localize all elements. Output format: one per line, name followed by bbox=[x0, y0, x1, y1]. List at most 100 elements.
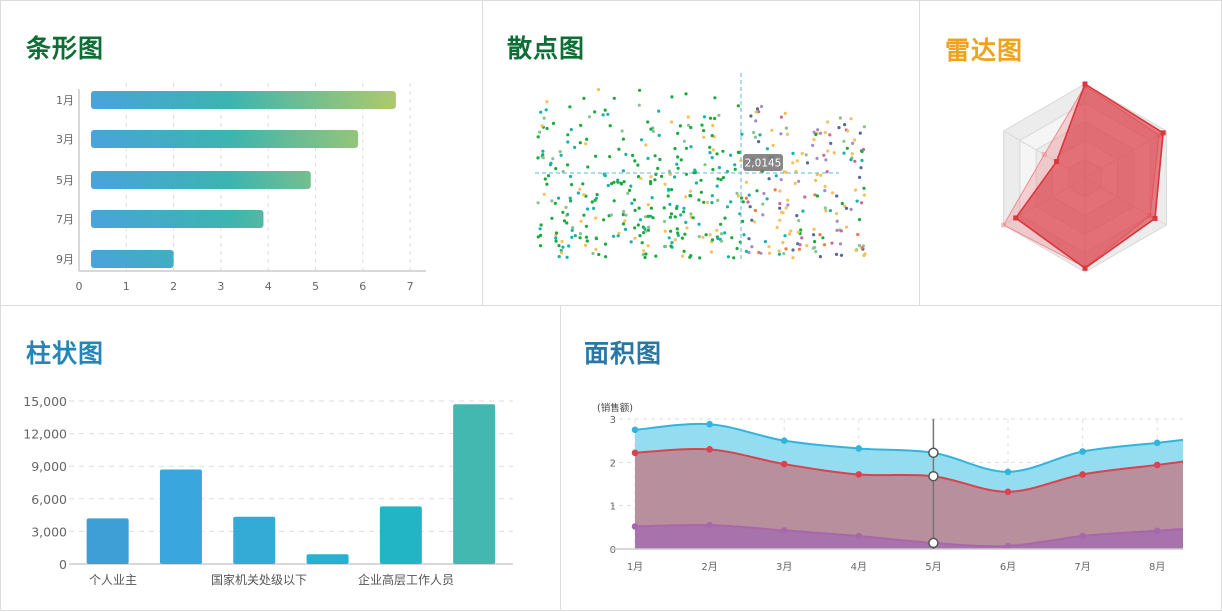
area-point[interactable] bbox=[855, 445, 863, 452]
scatter-point bbox=[855, 199, 859, 203]
scatter-point bbox=[794, 169, 798, 173]
scatter-point bbox=[669, 229, 673, 233]
scatter-point bbox=[611, 234, 616, 238]
area-point[interactable] bbox=[1079, 448, 1086, 455]
scatter-point bbox=[673, 238, 677, 242]
scatter-point bbox=[536, 201, 540, 205]
scatter-point bbox=[654, 254, 658, 258]
area-point[interactable] bbox=[1004, 542, 1012, 550]
y-tick-label: 12,000 bbox=[23, 427, 67, 442]
column-bar[interactable] bbox=[306, 554, 349, 564]
scatter-point bbox=[815, 172, 819, 177]
scatter-point bbox=[585, 207, 590, 211]
scatter-point bbox=[551, 157, 555, 161]
area-point[interactable] bbox=[855, 532, 863, 540]
scatter-point bbox=[805, 161, 810, 165]
area-point[interactable] bbox=[706, 420, 713, 428]
area-point[interactable] bbox=[631, 426, 639, 434]
scatter-point bbox=[700, 123, 704, 127]
area-point[interactable] bbox=[1004, 468, 1012, 476]
column-bar[interactable] bbox=[379, 506, 422, 564]
column-chart-panel: 柱状图 0 3,000 6,000 9,000 12,000 15,000 个人业主 国家机关… bbox=[0, 305, 561, 611]
scatter-point bbox=[825, 170, 829, 174]
scatter-point bbox=[571, 226, 575, 230]
area-point[interactable] bbox=[1153, 439, 1161, 447]
scatter-point bbox=[585, 137, 589, 141]
area-point[interactable] bbox=[1004, 488, 1012, 496]
scatter-point bbox=[606, 183, 610, 188]
scatter-point bbox=[823, 189, 827, 193]
area-point[interactable] bbox=[1079, 471, 1086, 478]
scatter-point bbox=[673, 215, 677, 219]
scatter-point bbox=[715, 184, 719, 188]
scatter-point bbox=[823, 206, 827, 210]
scatter-chart[interactable]: 2,0145 bbox=[483, 1, 922, 307]
area-point[interactable] bbox=[631, 449, 639, 457]
area-point[interactable] bbox=[855, 471, 863, 478]
area-point[interactable] bbox=[1153, 461, 1161, 469]
scatter-point bbox=[561, 245, 565, 249]
area-point[interactable] bbox=[780, 437, 788, 444]
scatter-point bbox=[837, 126, 841, 130]
scatter-point bbox=[684, 92, 688, 96]
scatter-point bbox=[569, 128, 573, 132]
scatter-point bbox=[721, 176, 725, 180]
scatter-point bbox=[824, 158, 828, 162]
scatter-point bbox=[573, 145, 577, 149]
scatter-point bbox=[840, 201, 844, 206]
scatter-point bbox=[778, 202, 782, 206]
area-point[interactable] bbox=[780, 527, 788, 534]
scatter-point bbox=[566, 140, 570, 144]
scatter-point bbox=[791, 151, 795, 155]
scatter-point bbox=[631, 153, 635, 157]
scatter-point bbox=[596, 88, 601, 92]
bar[interactable] bbox=[91, 130, 359, 148]
scatter-point bbox=[800, 151, 804, 156]
area-point[interactable] bbox=[1153, 527, 1161, 535]
column-bar[interactable] bbox=[453, 404, 496, 564]
scatter-point bbox=[557, 196, 561, 200]
bar-chart-panel: 条形图 0 1 2 3 4 5 6 7 1月 3月 5月 7月 9月 bbox=[0, 0, 483, 306]
scatter-point bbox=[835, 219, 839, 223]
scatter-point bbox=[843, 123, 847, 127]
bar[interactable] bbox=[91, 171, 311, 189]
column-bar[interactable] bbox=[86, 518, 129, 564]
y-tick-label: 6,000 bbox=[31, 492, 67, 507]
scatter-point bbox=[539, 223, 543, 227]
y-tick-label: 1月 bbox=[56, 94, 74, 107]
area-point[interactable] bbox=[1079, 532, 1086, 540]
scatter-point bbox=[585, 239, 589, 243]
scatter-point bbox=[567, 244, 571, 248]
scatter-point bbox=[717, 113, 721, 117]
bar[interactable] bbox=[91, 250, 174, 268]
scatter-point bbox=[733, 163, 737, 167]
scatter-point bbox=[713, 96, 717, 100]
scatter-point bbox=[643, 215, 648, 219]
scatter-point bbox=[812, 233, 816, 237]
column-bar[interactable] bbox=[159, 469, 202, 564]
scatter-point bbox=[740, 196, 744, 200]
scatter-point bbox=[594, 154, 598, 158]
scatter-point bbox=[657, 133, 661, 137]
scatter-point bbox=[578, 236, 582, 240]
scatter-point bbox=[641, 249, 646, 253]
area-point[interactable] bbox=[706, 446, 713, 453]
scatter-point bbox=[857, 243, 861, 248]
scatter-point bbox=[686, 123, 691, 127]
area-point[interactable] bbox=[706, 521, 713, 529]
bar[interactable] bbox=[91, 210, 264, 228]
scatter-point bbox=[649, 127, 653, 131]
scatter-point bbox=[656, 166, 660, 170]
bar[interactable] bbox=[91, 91, 396, 109]
area-chart[interactable]: (销售额) 0 1 2 3 1月 2月 3月 4月 5月 6月 7月 8月 bbox=[561, 306, 1222, 612]
scatter-point bbox=[763, 240, 767, 244]
scatter-point bbox=[721, 149, 725, 153]
scatter-point bbox=[702, 115, 707, 119]
scatter-point bbox=[688, 255, 692, 259]
scatter-point bbox=[591, 251, 595, 256]
column-bar[interactable] bbox=[233, 516, 276, 564]
area-point[interactable] bbox=[780, 460, 788, 468]
y-tick-label: 3,000 bbox=[31, 524, 67, 539]
area-point[interactable] bbox=[631, 523, 639, 530]
scatter-point bbox=[539, 244, 543, 248]
